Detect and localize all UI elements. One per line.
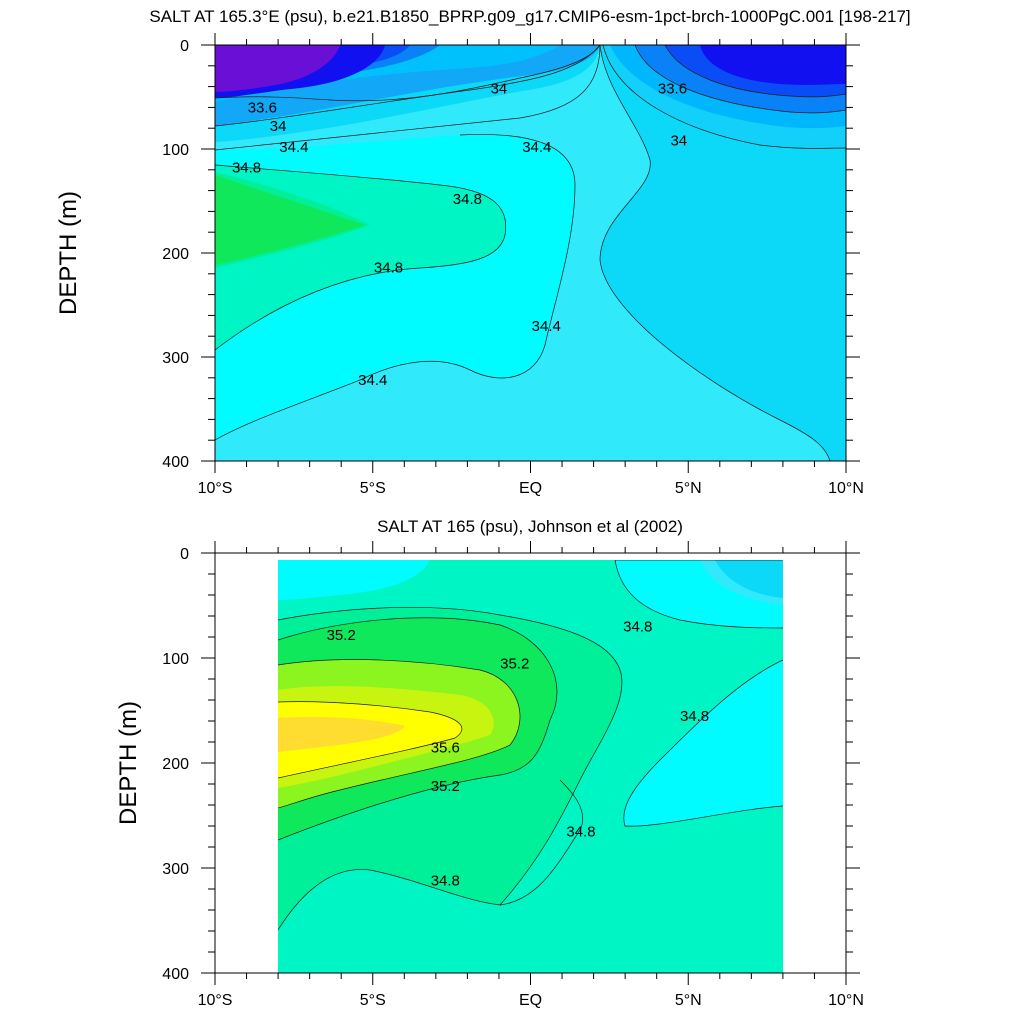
bottom-contour-label: 35.2 — [431, 778, 460, 795]
top-contour-label: 33.6 — [658, 81, 687, 98]
top-panel: SALT AT 165.3°E (psu), b.e21.B1850_BPRP.… — [55, 7, 911, 497]
top-contour-label: 33.6 — [248, 99, 277, 116]
top-contour-label: 34 — [670, 133, 687, 150]
top-y-tick-label: 400 — [162, 454, 189, 471]
bot-field-ne-34-4 — [715, 560, 783, 598]
bottom-x-tick-label: 5°N — [675, 992, 702, 1009]
top-chart-title: SALT AT 165.3°E (psu), b.e21.B1850_BPRP.… — [149, 7, 910, 26]
bot-contour-g — [278, 779, 584, 931]
top-contour-c — [215, 45, 601, 151]
bot-contour-c — [278, 659, 521, 809]
bottom-panel: SALT AT 165 (psu), Johnson et al (2002) — [115, 517, 864, 1009]
bottom-axis-ticks: 10°S 5°S EQ 5°N 10°N 0 100 200 300 400 — [162, 541, 864, 1009]
top-contour-label: 34.8 — [453, 191, 482, 208]
top-y-tick-label: 0 — [180, 38, 189, 55]
top-contour-b — [215, 45, 601, 127]
bot-contour-a — [278, 607, 623, 906]
top-contour-f — [599, 45, 831, 461]
bottom-contour-label: 35.2 — [327, 627, 356, 644]
top-contour-g — [602, 45, 846, 149]
top-axis-ticks: 10°S 5°S EQ 5°N 10°N 0 100 200 300 400 — [162, 33, 864, 497]
bot-contour-d — [278, 701, 462, 779]
top-contour-h — [634, 45, 846, 114]
top-contour-label: 34.8 — [232, 160, 261, 177]
top-x-tick-label: 5°S — [360, 480, 386, 497]
top-contour-label: 34.4 — [532, 318, 561, 335]
bottom-x-tick-label: 10°N — [828, 992, 864, 1009]
bottom-y-tick-label: 400 — [162, 966, 189, 983]
top-contour-label: 34.4 — [279, 139, 308, 156]
bot-contour-b — [278, 617, 558, 841]
top-contour-label: 34.8 — [374, 260, 403, 277]
top-field-34-4 — [600, 45, 846, 461]
top-field-green — [215, 175, 365, 265]
top-x-tick-label: 10°N — [828, 480, 864, 497]
bottom-chart-title: SALT AT 165 (psu), Johnson et al (2002) — [377, 517, 683, 536]
top-contour-label: 34 — [270, 118, 287, 135]
top-x-tick-label: 5°N — [675, 480, 702, 497]
top-contour-labels: 33.6 34 34.4 34.8 34 34.4 34.8 34.8 34.4 34.4 33.6… — [232, 81, 687, 389]
bot-field-nw-34-8 — [278, 560, 430, 600]
bot-field-36-2 — [278, 716, 405, 752]
top-contour-label: 34.4 — [522, 139, 551, 156]
top-x-tick-label: EQ — [519, 480, 542, 497]
bottom-x-tick-label: EQ — [519, 992, 542, 1009]
top-y-tick-label: 300 — [162, 350, 189, 367]
bottom-y-axis-label: DEPTH (m) — [115, 701, 142, 825]
bottom-y-tick-label: 200 — [162, 756, 189, 773]
top-field — [215, 45, 846, 461]
bottom-y-tick-label: 300 — [162, 861, 189, 878]
bottom-y-tick-label: 100 — [162, 651, 189, 668]
bot-contour-e — [614, 560, 783, 629]
bottom-contour-label: 35.2 — [500, 655, 529, 672]
bot-contour-f — [623, 659, 783, 827]
top-contour-e — [215, 134, 576, 441]
top-field-upper-lt33-4 — [215, 45, 340, 92]
top-y-tick-label: 100 — [162, 142, 189, 159]
bottom-contour-labels: 35.2 35.2 35.6 35.2 34.8 34.8 34.8 34.8 — [327, 619, 710, 890]
bottom-contour-label: 35.6 — [431, 739, 460, 756]
bottom-y-tick-label: 0 — [180, 546, 189, 563]
top-field-33-4 — [700, 45, 846, 85]
bottom-contour-label: 34.8 — [623, 619, 652, 636]
bottom-contour-label: 34.8 — [680, 708, 709, 725]
bottom-contour-label: 34.8 — [566, 823, 595, 840]
bottom-x-tick-label: 10°S — [198, 992, 233, 1009]
top-contour-label: 34.4 — [358, 372, 387, 389]
top-contour-i — [664, 45, 846, 98]
top-contour-d — [215, 164, 507, 351]
bottom-field — [278, 560, 783, 973]
bottom-contour-label: 34.8 — [431, 873, 460, 890]
bot-field-e-34-8 — [623, 660, 783, 827]
bottom-x-tick-label: 5°S — [360, 992, 386, 1009]
top-y-tick-label: 200 — [162, 246, 189, 263]
top-x-tick-label: 10°S — [198, 480, 233, 497]
top-contour-label: 34 — [491, 81, 508, 98]
top-y-axis-label: DEPTH (m) — [55, 191, 82, 315]
